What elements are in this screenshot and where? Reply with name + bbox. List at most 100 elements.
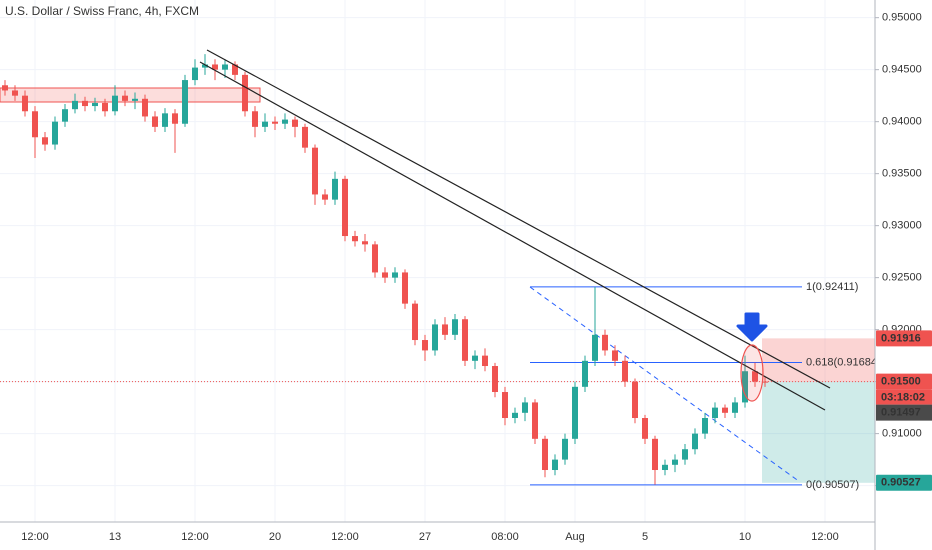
x-tick-label: 12:00 bbox=[331, 531, 359, 543]
candle-body bbox=[322, 194, 328, 200]
candle-body bbox=[22, 95, 28, 112]
candle-body bbox=[92, 102, 98, 107]
candle-body bbox=[402, 272, 408, 304]
trend-line bbox=[206, 49, 831, 389]
candle-body bbox=[452, 319, 458, 335]
candle-body bbox=[72, 100, 78, 110]
fib-retracement: 1(0.92411) 0.618(0.91684) 0(0.90507) bbox=[530, 281, 881, 491]
x-tick-label: 27 bbox=[419, 531, 431, 543]
candle-body bbox=[312, 147, 318, 195]
candle-body bbox=[672, 459, 678, 465]
candle-body bbox=[132, 98, 138, 101]
candle-body bbox=[242, 74, 248, 112]
candle-body bbox=[432, 324, 438, 351]
fib-label: 0.618(0.91684) bbox=[806, 356, 881, 368]
candle-body bbox=[542, 438, 548, 471]
x-tick-label: 12:00 bbox=[811, 531, 839, 543]
candle-body bbox=[52, 121, 58, 145]
candle-body bbox=[442, 324, 448, 335]
x-tick-label: 08:00 bbox=[491, 531, 519, 543]
candle-body bbox=[762, 381, 768, 383]
countdown: 03:18:02 bbox=[881, 392, 925, 404]
candle-body bbox=[592, 334, 598, 361]
candle-body bbox=[362, 241, 368, 245]
x-tick-label: 13 bbox=[109, 531, 121, 543]
candles bbox=[2, 54, 768, 485]
candle-body bbox=[462, 319, 468, 361]
price-tag-label: 0.90527 bbox=[881, 477, 921, 489]
candle-body bbox=[712, 407, 718, 419]
candle-body bbox=[752, 371, 758, 382]
candle-body bbox=[212, 64, 218, 70]
candle-body bbox=[222, 64, 228, 70]
y-tick-label: 0.91000 bbox=[882, 428, 922, 440]
candle-body bbox=[252, 111, 258, 127]
candle-body bbox=[102, 102, 108, 112]
price-tag bbox=[876, 330, 932, 347]
price-tag-label: 0.91500 bbox=[881, 376, 921, 388]
candle-body bbox=[262, 121, 268, 127]
x-tick-label: 12:00 bbox=[21, 531, 49, 543]
candle-body bbox=[472, 355, 478, 361]
candle-body bbox=[392, 272, 398, 278]
arrow-down bbox=[736, 312, 768, 342]
candle-body bbox=[162, 113, 168, 127]
price-axis bbox=[875, 0, 932, 550]
y-tick-label: 0.93000 bbox=[882, 220, 922, 232]
resistance-zone bbox=[0, 87, 261, 103]
candle-body bbox=[562, 438, 568, 460]
reward-zone bbox=[762, 381, 875, 483]
price-tag-label: 0.91497 bbox=[881, 407, 921, 419]
highlight-ellipse bbox=[740, 344, 764, 402]
candle-body bbox=[412, 303, 418, 341]
price-tag bbox=[876, 404, 932, 421]
x-tick-label: 10 bbox=[739, 531, 751, 543]
candle-body bbox=[232, 64, 238, 75]
candle-body bbox=[372, 244, 378, 273]
candle-body bbox=[42, 137, 48, 145]
candle-body bbox=[502, 392, 508, 419]
candle-body bbox=[182, 80, 188, 124]
price-tag bbox=[876, 373, 932, 390]
y-tick-label: 0.92500 bbox=[882, 272, 922, 284]
candle-body bbox=[12, 90, 18, 96]
candle-body bbox=[482, 355, 488, 367]
candle-body bbox=[172, 113, 178, 124]
x-tick-label: 5 bbox=[642, 531, 648, 543]
position-box bbox=[0, 338, 875, 483]
candle-body bbox=[202, 64, 208, 68]
candle-body bbox=[142, 98, 148, 117]
candle-body bbox=[382, 272, 388, 278]
price-tag bbox=[876, 474, 932, 491]
x-tick-label: 20 bbox=[269, 531, 281, 543]
candle-body bbox=[282, 119, 288, 124]
candle-body bbox=[82, 100, 88, 107]
countdown-tag bbox=[876, 389, 932, 405]
y-tick-label: 0.93500 bbox=[882, 168, 922, 180]
trend-line bbox=[199, 61, 826, 411]
axes: 0.905000.910000.915000.920000.925000.930… bbox=[21, 12, 932, 543]
candle-body bbox=[32, 111, 38, 138]
candle-body bbox=[632, 381, 638, 419]
candle-body bbox=[152, 116, 158, 127]
y-tick-label: 0.95000 bbox=[882, 12, 922, 24]
candle-body bbox=[292, 119, 298, 127]
fib-label: 0(0.90507) bbox=[806, 479, 859, 491]
candle-body bbox=[622, 360, 628, 382]
candle-body bbox=[332, 178, 338, 200]
candle-body bbox=[742, 371, 748, 403]
x-tick-label: Aug bbox=[565, 531, 585, 543]
candle-body bbox=[62, 109, 68, 122]
candle-body bbox=[612, 350, 618, 361]
candle-body bbox=[422, 340, 428, 351]
candle-body bbox=[642, 418, 648, 439]
chart-title: U.S. Dollar / Swiss Franc, 4h, FXCM bbox=[5, 4, 199, 18]
candle-body bbox=[352, 236, 358, 242]
candle-body bbox=[522, 402, 528, 413]
candle-body bbox=[122, 95, 128, 101]
candle-body bbox=[342, 178, 348, 237]
candle-body bbox=[682, 449, 688, 460]
candle-body bbox=[652, 438, 658, 471]
